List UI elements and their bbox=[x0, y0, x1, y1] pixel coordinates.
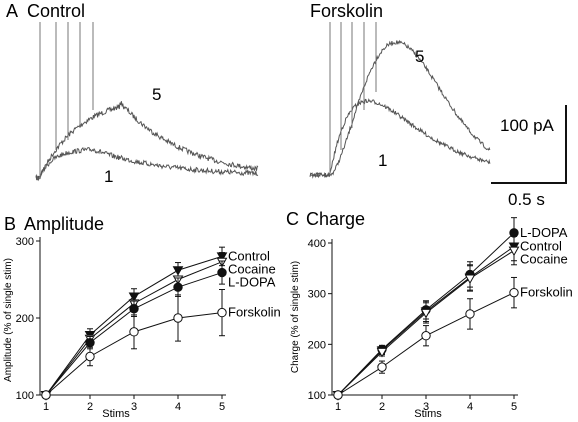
panel-c-xlabel: Stims bbox=[414, 408, 442, 420]
x-tick-label: 2 bbox=[87, 401, 93, 413]
panel-c-charge-chart: C Charge Stims Charge (% of single stim)… bbox=[286, 209, 573, 420]
x-tick-label: 1 bbox=[43, 401, 49, 413]
forskolin-point bbox=[85, 351, 95, 362]
cocaine-point bbox=[464, 274, 476, 284]
x-tick-label: 2 bbox=[379, 401, 385, 413]
forskolin-series-label: Forskolin bbox=[228, 305, 281, 320]
cocaine-point bbox=[508, 246, 520, 257]
forskolin-series-label: Forskolin bbox=[520, 285, 573, 300]
forskolin-point bbox=[509, 287, 519, 298]
control-trace-5-stims bbox=[35, 101, 259, 181]
l-dopa-series-label: L-DOPA bbox=[520, 225, 568, 240]
scalebar-amplitude-label: 100 pA bbox=[500, 116, 555, 135]
control-label-1: 1 bbox=[104, 167, 113, 186]
panel-a-control-title: Control bbox=[27, 1, 85, 21]
x-tick-label: 3 bbox=[423, 401, 429, 413]
cocaine-series-label: Cocaine bbox=[520, 252, 568, 267]
forskolin-point bbox=[465, 309, 475, 319]
control-series-label: Control bbox=[520, 239, 562, 254]
forskolin-label-1: 1 bbox=[378, 151, 387, 170]
cocaine-series-label: Cocaine bbox=[228, 261, 276, 276]
panel-b-xlabel: Stims bbox=[102, 408, 130, 420]
x-tick-label: 1 bbox=[335, 401, 341, 413]
panel-c-letter: C bbox=[286, 209, 299, 229]
x-tick-label: 5 bbox=[219, 401, 225, 413]
forskolin-point bbox=[377, 362, 387, 372]
control-trace-1-stim bbox=[35, 146, 259, 182]
control-series-label: Control bbox=[228, 248, 270, 263]
l-dopa-point bbox=[217, 267, 227, 278]
y-tick-label: 200 bbox=[16, 313, 34, 325]
control-label-5: 5 bbox=[152, 85, 161, 104]
l-dopa-point bbox=[85, 337, 95, 348]
panel-a-letter: A bbox=[6, 1, 18, 21]
panel-a-forskolin-title: Forskolin bbox=[310, 1, 383, 21]
y-tick-label: 400 bbox=[308, 238, 326, 250]
scalebar-time-label: 0.5 s bbox=[508, 190, 545, 209]
forskolin-trace-5-stims bbox=[309, 39, 491, 179]
x-tick-label: 4 bbox=[467, 401, 473, 413]
l-dopa-point bbox=[173, 282, 183, 292]
forskolin-point bbox=[333, 390, 343, 400]
forskolin-point bbox=[217, 307, 227, 318]
panel-a-traces: A Control Forskolin 5 1 5 1 100 pA 0.5 s bbox=[6, 1, 567, 209]
forskolin-point bbox=[129, 327, 139, 337]
x-tick-label: 3 bbox=[131, 401, 137, 413]
panel-b-title: Amplitude bbox=[24, 214, 104, 234]
y-tick-label: 300 bbox=[16, 236, 34, 248]
forskolin-point bbox=[173, 313, 183, 323]
cocaine-point bbox=[376, 347, 388, 358]
panel-c-title: Charge bbox=[306, 209, 365, 229]
cocaine-point bbox=[420, 308, 432, 319]
l-dopa-series-label: L-DOPA bbox=[228, 274, 276, 289]
y-tick-label: 200 bbox=[308, 339, 326, 351]
forskolin-label-5: 5 bbox=[415, 47, 424, 66]
panel-b-ylabel: Amplitude (% of single stim) bbox=[3, 258, 14, 382]
y-tick-label: 100 bbox=[308, 390, 326, 402]
stimulus-artifacts bbox=[39, 22, 377, 178]
forskolin-point bbox=[421, 331, 431, 341]
x-tick-label: 4 bbox=[175, 401, 181, 413]
l-dopa-point bbox=[129, 304, 139, 314]
panel-b-amplitude-chart: B Amplitude Stims Amplitude (% of single… bbox=[3, 214, 281, 420]
y-tick-label: 100 bbox=[16, 390, 34, 402]
forskolin-trace-1-stim bbox=[309, 98, 491, 179]
y-tick-label: 300 bbox=[308, 289, 326, 301]
panel-b-letter: B bbox=[4, 214, 16, 234]
panel-c-ylabel: Charge (% of single stim) bbox=[290, 261, 301, 373]
x-tick-label: 5 bbox=[511, 401, 517, 413]
forskolin-point bbox=[41, 390, 51, 400]
